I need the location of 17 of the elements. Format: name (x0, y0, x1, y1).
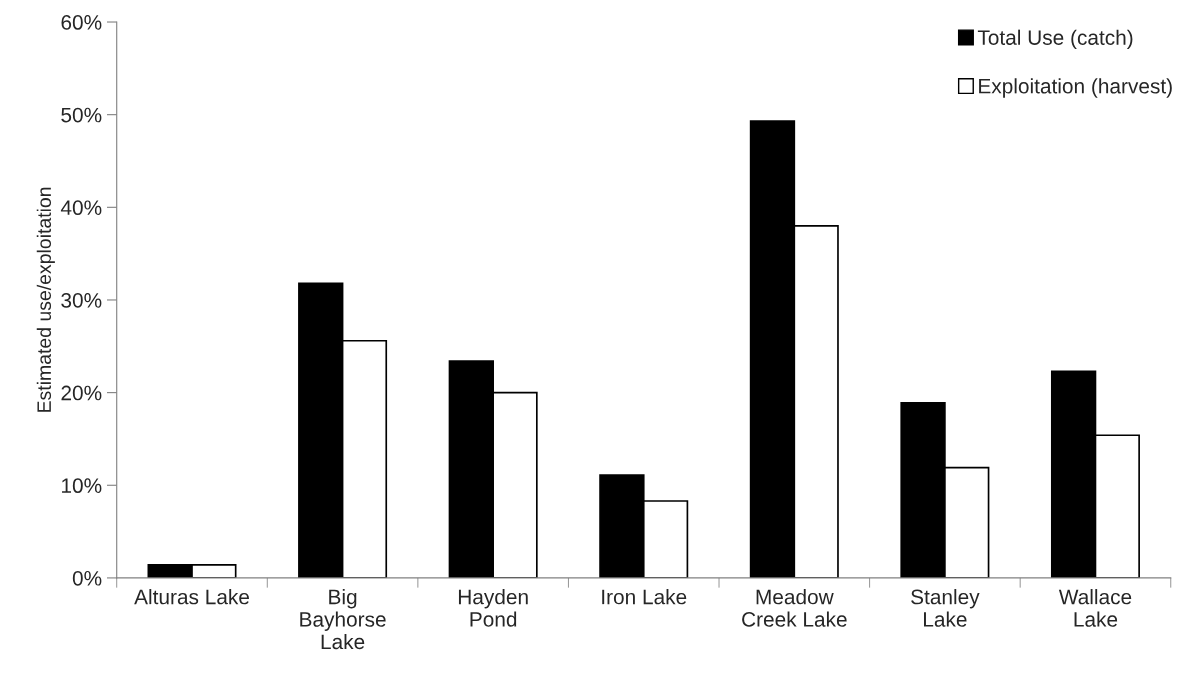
x-tick-label: Hayden Pond (458, 589, 528, 627)
y-tick-label: 20% (61, 385, 102, 401)
y-tick-label: 10% (62, 478, 102, 494)
y-tick-label: 30% (61, 292, 102, 308)
x-tick-label: Iron Lake (602, 589, 687, 605)
legend-label: Exploitation (harvest) (979, 78, 1172, 98)
y-tick-label: 0% (72, 570, 102, 586)
x-tick-label: Wallace Lake (1058, 589, 1132, 627)
y-tick-label: 40% (60, 200, 102, 216)
y-tick-label: 50% (61, 107, 102, 123)
x-tick-label: Alturas Lake (134, 589, 249, 605)
x-tick-label: Meadow Creek Lake (742, 589, 847, 627)
x-tick-label: Stanley Lake (911, 589, 980, 627)
y-tick-label: 60% (61, 15, 102, 30)
y-axis-title: Estimated use/exploitation (36, 187, 55, 412)
x-tick-label: Big Bayhorse Lake (300, 589, 386, 650)
legend-label: Total Use (catch) (977, 29, 1133, 50)
